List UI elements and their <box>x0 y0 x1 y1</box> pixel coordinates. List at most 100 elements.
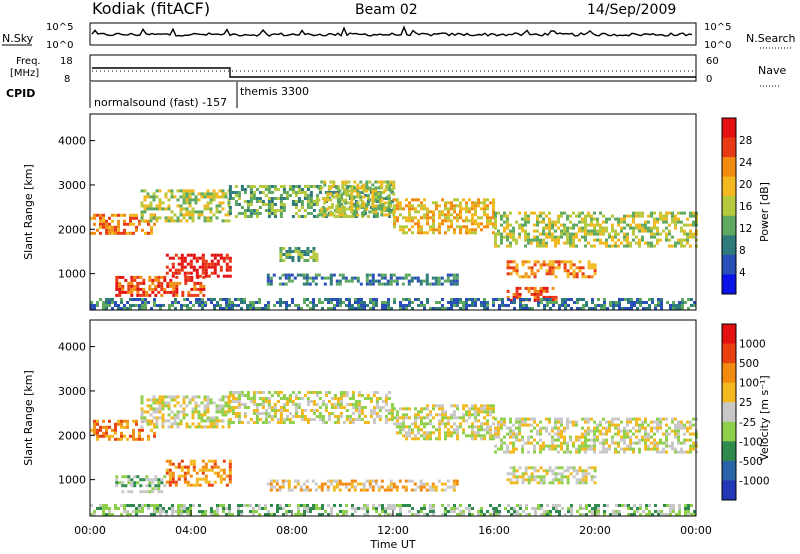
velocity-cell <box>684 504 687 507</box>
power-cell <box>227 201 231 205</box>
velocity-cell <box>441 413 444 417</box>
power-cell <box>441 198 444 202</box>
velocity-cell <box>209 422 213 426</box>
power-cell <box>207 265 211 269</box>
velocity-cell <box>629 420 632 424</box>
power-cell <box>441 219 444 223</box>
power-cell <box>471 298 474 301</box>
velocity-cell <box>207 468 211 472</box>
velocity-cell <box>435 428 438 432</box>
power-cell <box>422 279 426 283</box>
power-cell <box>117 228 120 232</box>
velocity-cell <box>423 507 426 510</box>
power-cell <box>434 282 438 286</box>
power-cell <box>246 209 250 212</box>
power-cell <box>306 212 310 215</box>
power-cell <box>142 281 146 285</box>
velocity-cell <box>518 438 521 442</box>
power-cell <box>483 304 486 307</box>
velocity-cell <box>185 425 189 429</box>
velocity-cell <box>160 481 164 485</box>
velocity-cell <box>108 510 111 513</box>
power-cell <box>120 307 123 310</box>
power-cell <box>356 204 360 208</box>
power-cell <box>225 253 229 257</box>
velocity-cell <box>405 504 408 507</box>
velocity-cell <box>426 513 429 516</box>
power-cell <box>593 269 597 273</box>
power-cell <box>686 241 689 245</box>
power-cell <box>515 292 519 296</box>
velocity-cell <box>294 412 298 415</box>
power-cell <box>168 307 171 310</box>
power-cell <box>326 276 330 280</box>
power-cell <box>206 195 210 199</box>
velocity-cell <box>536 481 540 485</box>
power-cell <box>446 276 450 280</box>
velocity-cell <box>179 419 183 423</box>
power-cell <box>140 213 144 217</box>
power-cell <box>362 195 366 199</box>
power-cell <box>158 198 162 202</box>
power-cell <box>147 222 150 226</box>
velocity-cell <box>597 504 600 507</box>
power-cell <box>209 216 213 220</box>
power-colorbar-swatch <box>722 274 736 295</box>
power-cell <box>344 207 348 211</box>
velocity-cell <box>159 507 162 510</box>
velocity-cell <box>153 510 156 513</box>
power-cell <box>243 298 246 301</box>
velocity-cell <box>255 504 258 507</box>
power-cell <box>201 253 205 257</box>
velocity-cell <box>683 441 686 445</box>
velocity-cell <box>669 504 672 507</box>
power-cell <box>93 222 96 226</box>
velocity-cell <box>138 504 141 507</box>
power-cell <box>384 188 388 191</box>
power-cell <box>171 301 174 304</box>
velocity-cell <box>521 481 525 485</box>
power-cell <box>636 301 639 304</box>
velocity-cell <box>164 404 168 408</box>
power-cell <box>558 307 561 310</box>
power-cell <box>130 287 134 291</box>
velocity-cell <box>656 426 659 430</box>
velocity-cell <box>468 425 471 429</box>
power-cell <box>560 214 563 218</box>
power-cell <box>512 266 516 270</box>
velocity-cell <box>272 485 276 489</box>
velocity-cell <box>210 513 213 516</box>
velocity-cell <box>323 482 327 486</box>
power-cell <box>462 207 465 211</box>
power-colorbar-swatch <box>722 118 736 139</box>
power-cell <box>281 273 285 277</box>
velocity-cell <box>279 421 283 424</box>
velocity-cell <box>330 513 333 516</box>
power-cell <box>267 197 271 200</box>
velocity-cell <box>351 418 355 421</box>
power-cell <box>675 304 678 307</box>
power-cell <box>444 201 447 205</box>
velocity-cell <box>438 431 441 435</box>
power-cell <box>584 214 587 218</box>
velocity-cell <box>99 434 102 438</box>
velocity-cell <box>638 441 641 445</box>
power-cell <box>357 298 360 301</box>
velocity-cell <box>279 418 283 421</box>
power-cell <box>405 231 408 235</box>
power-cell <box>303 259 307 262</box>
power-cell <box>285 301 288 304</box>
velocity-cell <box>300 513 303 516</box>
power-cell <box>536 214 539 218</box>
power-cell <box>515 241 518 245</box>
power-cell <box>279 215 283 218</box>
power-cell <box>500 223 503 227</box>
velocity-cell <box>218 410 222 414</box>
power-cell <box>180 259 184 263</box>
power-cell <box>536 244 539 248</box>
velocity-cell <box>270 504 273 507</box>
power-cell <box>228 307 231 310</box>
velocity-cell <box>509 417 512 421</box>
power-cell <box>509 260 513 264</box>
velocity-cell <box>614 426 617 430</box>
